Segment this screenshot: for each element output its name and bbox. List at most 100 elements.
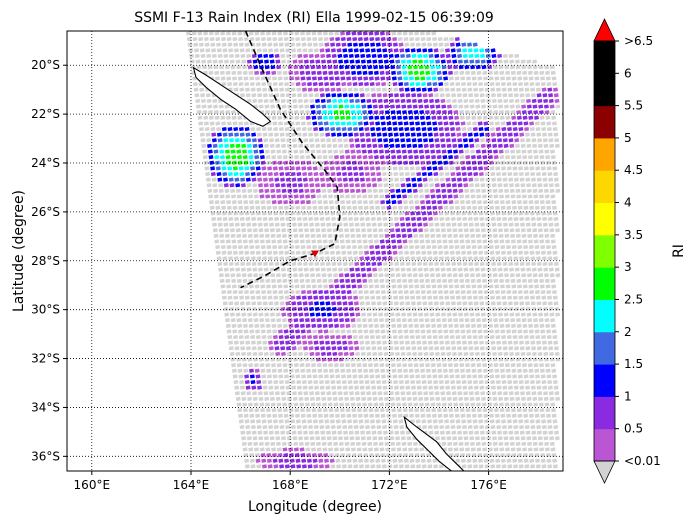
swath-cell	[371, 346, 377, 351]
swath-cell	[250, 256, 256, 261]
swath-cell	[428, 301, 433, 306]
swath-cell	[306, 160, 312, 165]
swath-cell	[386, 250, 392, 255]
swath-cell	[399, 177, 405, 182]
swath-cell	[466, 329, 472, 334]
swath-cell	[326, 267, 332, 272]
swath-cell	[526, 98, 531, 104]
swath-cell	[355, 188, 361, 193]
swath-cell	[226, 200, 232, 205]
swath-cell	[282, 155, 288, 160]
swath-cell	[325, 346, 331, 351]
swath-cell	[515, 312, 521, 317]
swath-cell	[454, 329, 460, 334]
swath-cell	[218, 59, 224, 64]
swath-cell	[260, 323, 265, 328]
swath-cell	[305, 115, 311, 120]
swath-cell	[231, 239, 237, 244]
swath-cell	[487, 65, 493, 70]
swath-cell	[242, 239, 248, 244]
swath-cell	[284, 126, 290, 132]
swath-cell	[317, 244, 323, 250]
swath-cell	[262, 48, 268, 53]
swath-cell	[229, 267, 235, 272]
swath-cell	[526, 267, 532, 272]
swath-cell	[483, 81, 489, 87]
swath-cell	[410, 301, 416, 306]
swath-cell	[347, 334, 353, 340]
swath-cell	[479, 177, 485, 182]
swath-cell	[513, 132, 519, 137]
swath-cell	[508, 177, 514, 182]
swath-cell	[340, 121, 346, 126]
swath-cell	[479, 340, 484, 345]
swath-cell	[219, 70, 225, 75]
swath-cell	[528, 115, 534, 120]
swath-cell	[433, 216, 439, 222]
swath-cell	[313, 211, 319, 216]
x-tick-label: 168°E	[272, 478, 309, 492]
swath-cell	[536, 301, 542, 306]
swath-cell	[355, 267, 360, 272]
swath-cell	[305, 194, 311, 199]
swath-cell	[548, 138, 554, 143]
swath-cell	[299, 149, 304, 154]
swath-cell	[321, 149, 327, 154]
swath-cell	[396, 233, 402, 238]
swath-cell	[439, 48, 445, 53]
swath-cell	[472, 42, 478, 47]
swath-cell	[361, 318, 367, 323]
swath-cell	[546, 334, 552, 340]
swath-cell	[488, 70, 493, 75]
swath-cell	[493, 233, 498, 238]
swath-cell	[484, 334, 489, 340]
swath-cell	[361, 104, 367, 109]
swath-cell	[544, 233, 550, 238]
swath-cell	[279, 132, 285, 137]
swath-cell	[361, 228, 367, 233]
swath-cell	[373, 318, 379, 323]
swath-cell	[217, 222, 223, 227]
swath-cell	[520, 138, 525, 143]
swath-cell	[261, 81, 267, 87]
swath-cell	[377, 261, 383, 267]
swath-cell	[282, 239, 288, 244]
swath-cell	[279, 171, 285, 177]
swath-cell	[402, 278, 408, 283]
swath-cell	[218, 273, 224, 278]
swath-cell	[277, 155, 282, 160]
swath-cell	[256, 256, 262, 261]
swath-cell	[389, 59, 395, 64]
swath-cell	[473, 93, 479, 98]
swath-cell	[425, 323, 431, 328]
swath-cell	[339, 155, 345, 160]
swath-cell	[504, 194, 510, 199]
swath-cell	[273, 295, 279, 300]
swath-cell	[492, 143, 498, 148]
swath-cell	[483, 205, 489, 210]
swath-cell	[554, 138, 560, 143]
swath-cell	[367, 65, 373, 70]
swath-cell	[380, 115, 385, 120]
swath-cell	[370, 340, 376, 345]
swath-cell	[310, 278, 316, 283]
swath-cell	[507, 126, 512, 132]
swath-cell	[260, 31, 266, 36]
colorbar-segment	[594, 428, 615, 462]
swath-cell	[323, 76, 329, 81]
swath-cell	[405, 301, 411, 306]
swath-cell	[440, 59, 446, 64]
swath-cell	[441, 104, 447, 109]
swath-cell	[330, 48, 336, 53]
swath-cell	[551, 244, 557, 250]
swath-cell	[501, 340, 507, 345]
swath-cell	[360, 98, 366, 104]
swath-cell	[390, 233, 396, 238]
swath-cell	[523, 329, 529, 334]
swath-cell	[391, 284, 397, 289]
swath-cell	[367, 273, 373, 278]
swath-cell	[479, 256, 484, 261]
swath-cell	[414, 76, 420, 81]
swath-cell	[453, 194, 459, 199]
swath-cell	[408, 70, 414, 75]
